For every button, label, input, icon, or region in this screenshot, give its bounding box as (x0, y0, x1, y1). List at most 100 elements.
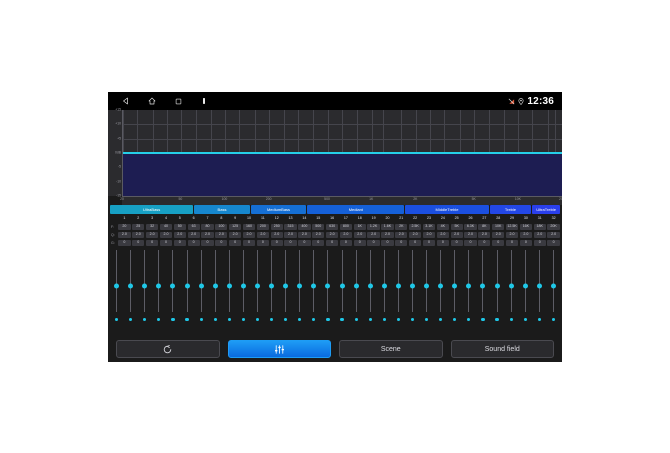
eq-slider-track[interactable] (214, 250, 216, 312)
table-cell-gain[interactable]: 0 (450, 239, 463, 247)
table-cell-q[interactable]: 2.0 (298, 231, 311, 239)
eq-band-indicator-dot[interactable] (495, 317, 499, 321)
eq-slider-track[interactable] (426, 250, 428, 312)
graph-plot-area[interactable] (122, 110, 562, 196)
eq-slider[interactable] (223, 248, 236, 324)
eq-slider-track[interactable] (200, 250, 202, 312)
eq-slider-track[interactable] (538, 250, 540, 312)
table-cell-gain[interactable]: 0 (547, 239, 560, 247)
table-cell-gain[interactable]: 0 (242, 239, 256, 247)
eq-slider-track[interactable] (285, 250, 287, 312)
table-cell-frequency[interactable]: 80 (201, 223, 214, 231)
table-cell-gain[interactable]: 0 (325, 239, 339, 247)
table-cell-q[interactable]: 2.0 (478, 231, 491, 239)
eq-band-indicator-dot[interactable] (129, 317, 133, 321)
eq-slider[interactable] (265, 248, 278, 324)
eq-band-indicator-dot[interactable] (284, 317, 288, 321)
eq-slider-track[interactable] (158, 250, 160, 312)
eq-slider-bank[interactable] (110, 248, 560, 324)
eq-band-indicator-dot[interactable] (171, 317, 175, 321)
eq-band-indicator-dot[interactable] (523, 317, 527, 321)
table-cell-q[interactable]: 2.0 (256, 231, 269, 239)
table-cell-gain[interactable]: 0 (533, 239, 546, 247)
eq-slider-knob[interactable] (240, 283, 246, 289)
table-cell-frequency[interactable]: 100 (215, 223, 228, 231)
eq-slider-track[interactable] (341, 250, 343, 312)
eq-band-indicator-dot[interactable] (312, 317, 316, 321)
eq-band-indicator-dot[interactable] (199, 317, 203, 321)
table-cell-frequency[interactable]: 20 (118, 223, 131, 231)
eq-slider-knob[interactable] (452, 283, 458, 289)
eq-slider-knob[interactable] (494, 283, 500, 289)
eq-slider-knob[interactable] (367, 283, 373, 289)
eq-band-indicator-dot[interactable] (340, 317, 344, 321)
table-cell-gain[interactable]: 0 (409, 239, 422, 247)
table-cell-q[interactable]: 2.0 (505, 231, 519, 239)
eq-slider-track[interactable] (510, 250, 512, 312)
eq-slider-track[interactable] (186, 250, 188, 312)
band-group-treble[interactable]: Treble (489, 205, 532, 214)
table-cell-frequency[interactable]: 315 (284, 223, 297, 231)
eq-band-indicator-dot[interactable] (114, 317, 119, 321)
eq-slider[interactable] (195, 248, 208, 324)
eq-slider-knob[interactable] (395, 283, 401, 289)
table-cell-q[interactable]: 2.0 (159, 231, 173, 239)
table-cell-q[interactable]: 2.0 (118, 231, 131, 239)
eq-slider-knob[interactable] (297, 283, 303, 289)
table-cell-frequency[interactable]: 500 (312, 223, 325, 231)
table-cell-q[interactable]: 2.0 (547, 231, 560, 239)
band-group-ultratreble[interactable]: UltraTreble (532, 205, 560, 214)
table-cell-frequency[interactable]: 16K (519, 223, 533, 231)
eq-slider-track[interactable] (172, 250, 174, 312)
eq-slider-knob[interactable] (170, 283, 176, 289)
eq-slider-track[interactable] (144, 250, 146, 312)
eq-band-indicator-dot[interactable] (213, 317, 217, 321)
table-cell-q[interactable]: 2.0 (325, 231, 339, 239)
eq-slider-track[interactable] (228, 250, 230, 312)
eq-slider-track[interactable] (482, 250, 484, 312)
table-cell-q[interactable]: 2.0 (533, 231, 546, 239)
eq-slider-track[interactable] (271, 250, 273, 312)
eq-slider-knob[interactable] (156, 283, 162, 289)
eq-slider-knob[interactable] (480, 283, 486, 289)
table-cell-gain[interactable]: 0 (353, 239, 366, 247)
table-cell-gain[interactable]: 0 (436, 239, 449, 247)
eq-slider-track[interactable] (299, 250, 301, 312)
eq-slider-knob[interactable] (128, 283, 134, 289)
table-cell-gain[interactable]: 0 (118, 239, 131, 247)
back-icon[interactable] (113, 92, 139, 110)
table-cell-frequency[interactable]: 1.6K (381, 223, 394, 231)
eq-slider-knob[interactable] (438, 283, 444, 289)
eq-slider-knob[interactable] (114, 283, 120, 289)
eq-slider-knob[interactable] (269, 283, 275, 289)
eq-slider-knob[interactable] (410, 283, 416, 289)
table-cell-gain[interactable]: 0 (339, 239, 353, 247)
eq-slider-knob[interactable] (508, 283, 514, 289)
band-group-ultrabass[interactable]: UltraBass (110, 205, 194, 214)
eq-slider-knob[interactable] (381, 283, 387, 289)
eq-band-indicator-dot[interactable] (509, 317, 513, 321)
table-cell-gain[interactable]: 0 (519, 239, 533, 247)
eq-slider[interactable] (279, 248, 292, 324)
table-cell-frequency[interactable]: 1.2K (367, 223, 380, 231)
table-cell-q[interactable]: 2.0 (145, 231, 159, 239)
table-cell-frequency[interactable]: 6.3K (464, 223, 477, 231)
eq-slider-knob[interactable] (226, 283, 232, 289)
table-cell-frequency[interactable]: 10K (492, 223, 505, 231)
table-cell-gain[interactable]: 0 (159, 239, 173, 247)
table-cell-q[interactable]: 2.0 (201, 231, 214, 239)
table-cell-frequency[interactable]: 63 (187, 223, 200, 231)
eq-slider-track[interactable] (369, 250, 371, 312)
eq-slider[interactable] (462, 248, 475, 324)
eq-slider-track[interactable] (552, 250, 554, 312)
table-cell-gain[interactable]: 0 (215, 239, 228, 247)
eq-slider[interactable] (336, 248, 349, 324)
eq-slider[interactable] (519, 248, 532, 324)
screenshot-icon[interactable] (191, 92, 217, 110)
eq-slider-track[interactable] (383, 250, 385, 312)
table-cell-frequency[interactable]: 20K (547, 223, 560, 231)
table-cell-gain[interactable]: 0 (256, 239, 269, 247)
table-cell-q[interactable]: 2.0 (187, 231, 200, 239)
table-cell-gain[interactable]: 0 (201, 239, 214, 247)
table-cell-frequency[interactable]: 3.1K (422, 223, 436, 231)
